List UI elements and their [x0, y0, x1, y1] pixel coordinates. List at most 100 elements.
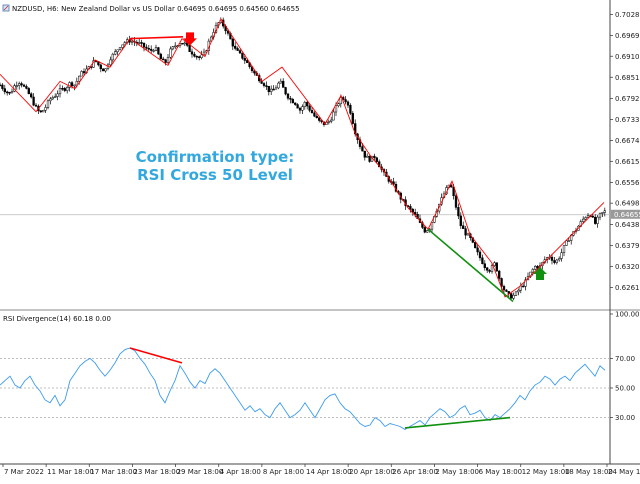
candle-body [272, 88, 275, 91]
candle-body [274, 87, 278, 90]
candle-body [349, 104, 352, 114]
candle-body [375, 157, 378, 162]
candle-body [493, 262, 496, 266]
candle-body [147, 48, 150, 50]
time-tick-label: 29 Mar 18:00 [177, 468, 224, 476]
candle-body [198, 56, 201, 58]
bearish-divergence-line [129, 36, 184, 40]
annotation-line-2: RSI Cross 50 Level [137, 166, 293, 184]
candle-body [8, 91, 11, 94]
candle-body [560, 252, 563, 259]
candle-body [298, 107, 302, 111]
time-tick-label: 7 Mar 2022 [4, 468, 44, 476]
candle-body [291, 99, 294, 104]
candle-body [0, 84, 2, 87]
candle-body [550, 256, 554, 261]
candle-body [392, 181, 395, 185]
candle-body [195, 55, 198, 58]
candle-body [366, 155, 369, 158]
candle-body [363, 150, 366, 158]
candle-body [474, 242, 477, 249]
candle-body [306, 102, 309, 107]
candle-body [495, 262, 498, 272]
symbol-icon[interactable] [2, 4, 10, 12]
candle-body [80, 71, 83, 77]
zigzag-line [0, 18, 605, 298]
candle-body [286, 93, 290, 99]
candle-body [262, 83, 266, 86]
main-series-group [0, 17, 610, 303]
candle-body [22, 84, 26, 87]
candle-body [138, 42, 141, 44]
candle-body [346, 101, 350, 106]
candle-body [44, 107, 47, 111]
candle-body [500, 278, 503, 287]
candle-body [488, 270, 491, 272]
time-tick-label: 17 Mar 18:00 [90, 468, 137, 476]
candle-body [462, 225, 465, 229]
rsi-line [0, 347, 606, 430]
candle-body [1, 84, 4, 89]
time-tick-label: 18 May 18:00 [565, 468, 613, 476]
candle-body [114, 51, 117, 55]
time-tick-label: 26 Apr 18:00 [392, 468, 438, 476]
candle-body [154, 47, 158, 51]
candle-body [337, 103, 340, 106]
candle-body [121, 44, 124, 48]
candle-body [20, 83, 23, 86]
candle-body [68, 82, 71, 88]
candle-body [152, 50, 155, 52]
candle-body [567, 240, 570, 242]
candle-body [56, 93, 59, 97]
candle-body [202, 51, 206, 56]
candle-body [534, 266, 537, 270]
candle-body [82, 71, 86, 74]
time-tick-label: 11 Mar 18:00 [47, 468, 94, 476]
sell-arrow-icon [183, 32, 197, 46]
candle-body [145, 46, 148, 49]
candle-body [193, 53, 196, 57]
candle-body [54, 96, 57, 98]
candle-body [200, 54, 203, 58]
time-tick-label: 20 Apr 18:00 [349, 468, 395, 476]
candle-body [502, 286, 506, 291]
candle-body [514, 291, 518, 296]
candle-body [457, 207, 460, 217]
candle-body [231, 38, 234, 47]
candle-body [524, 279, 527, 287]
candle-body [3, 88, 6, 93]
candle-body [334, 105, 338, 113]
candle-body [116, 49, 119, 52]
candle-body [510, 293, 513, 299]
candle-body [39, 110, 42, 113]
time-tick-label: 23 Mar 18:00 [133, 468, 180, 476]
candle-body [70, 82, 74, 87]
candle-body [507, 291, 510, 294]
rsi-tick-label: 70.00 [615, 355, 635, 363]
candle-body [315, 115, 318, 118]
buy-arrow-icon [533, 266, 547, 280]
candle-body [142, 42, 146, 48]
rsi-bearish-divergence-line [129, 347, 183, 364]
candle-body [102, 68, 105, 72]
main-plot-area[interactable] [0, 0, 610, 308]
candle-body [238, 50, 242, 54]
candle-body [594, 216, 597, 224]
candle-body [476, 247, 479, 253]
candle-body [459, 215, 462, 226]
candle-body [558, 258, 561, 261]
candle-body [313, 112, 316, 117]
candle-body [414, 212, 417, 215]
candle-body [310, 110, 314, 114]
candle-body [234, 45, 237, 49]
time-tick-label: 4 Apr 18:00 [220, 468, 261, 476]
time-tick-label: 24 May 18:00 [608, 468, 640, 476]
candle-body [236, 48, 239, 51]
candle-body [483, 263, 486, 269]
